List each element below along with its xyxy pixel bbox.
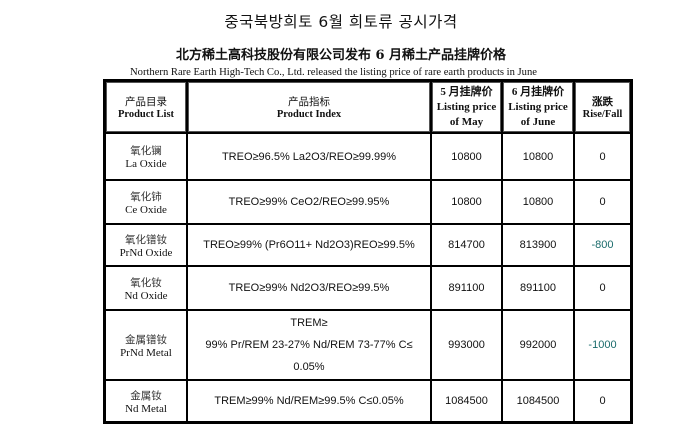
product-index: TREO≥99% (Pr6O11+ Nd2O3)REO≥99.5% [187, 224, 431, 266]
product-index: TREO≥96.5% La2O3/REO≥99.99% [187, 133, 431, 180]
header-product-list: 产品目录 Product List [105, 81, 187, 133]
table-header-row: 产品目录 Product List 产品指标 Product Index 5 月… [105, 81, 631, 133]
product-index-line: 0.05% [293, 361, 325, 373]
product-index: TREM≥ 99% Pr/REM 23-27% Nd/REM 73-77% C≤… [187, 310, 431, 380]
rise-fall: -1000 [574, 310, 631, 380]
product-index: TREM≥99% Nd/REM≥99.5% C≤0.05% [187, 380, 431, 422]
june-price: 1084500 [502, 380, 574, 422]
may-price: 891100 [431, 266, 502, 310]
may-price: 993000 [431, 310, 502, 380]
table-row: 氧化镨钕 PrNd Oxide TREO≥99% (Pr6O11+ Nd2O3)R… [105, 224, 631, 266]
table-row: 氧化铈 Ce Oxide TREO≥99% CeO2/REO≥99.95% 108… [105, 180, 631, 224]
product-index: TREO≥99% CeO2/REO≥99.95% [187, 180, 431, 224]
table-row: 金属钕 Nd Metal TREM≥99% Nd/REM≥99.5% C≤0.05… [105, 380, 631, 422]
product-name: 氧化镧 La Oxide [105, 133, 187, 180]
rise-fall: 0 [574, 133, 631, 180]
table-row: 氧化镧 La Oxide TREO≥96.5% La2O3/REO≥99.99% … [105, 133, 631, 180]
korean-title: 중국북방희토 6월 희토류 공시가격 [224, 13, 458, 31]
price-table: 产品目录 Product List 产品指标 Product Index 5 月… [103, 79, 633, 424]
header-rise-fall: 涨跌 Rise/Fall [574, 81, 631, 133]
product-name: 氧化镨钕 PrNd Oxide [105, 224, 187, 266]
product-name: 氧化钕 Nd Oxide [105, 266, 187, 310]
table-row: 氧化钕 Nd Oxide TREO≥99% Nd2O3/REO≥99.5% 891… [105, 266, 631, 310]
may-price: 10800 [431, 180, 502, 224]
may-price: 10800 [431, 133, 502, 180]
product-name: 氧化铈 Ce Oxide [105, 180, 187, 224]
june-price: 10800 [502, 133, 574, 180]
product-index-line: TREM≥ [290, 317, 328, 329]
product-name: 金属钕 Nd Metal [105, 380, 187, 422]
rise-fall: 0 [574, 180, 631, 224]
chinese-title: 北方稀土高科技股份有限公司发布 6 月稀土产品挂牌价格 [175, 48, 507, 63]
may-price: 814700 [431, 224, 502, 266]
rise-fall: -800 [574, 224, 631, 266]
rise-fall: 0 [574, 380, 631, 422]
product-index: TREO≥99% Nd2O3/REO≥99.5% [187, 266, 431, 310]
header-june-price: 6 月挂牌价 Listing price of June [502, 81, 574, 133]
header-may-price: 5 月挂牌价 Listing price of May [431, 81, 502, 133]
june-price: 10800 [502, 180, 574, 224]
may-price: 1084500 [431, 380, 502, 422]
table-row: 金属镨钕 PrNd Metal TREM≥ 99% Pr/REM 23-27% N… [105, 310, 631, 380]
product-index-line: 99% Pr/REM 23-27% Nd/REM 73-77% C≤ [205, 339, 413, 351]
june-price: 992000 [502, 310, 574, 380]
english-title: Northern Rare Earth High-Tech Co., Ltd. … [130, 67, 537, 78]
product-name: 金属镨钕 PrNd Metal [105, 310, 187, 380]
rise-fall: 0 [574, 266, 631, 310]
header-product-index: 产品指标 Product Index [187, 81, 431, 133]
june-price: 813900 [502, 224, 574, 266]
june-price: 891100 [502, 266, 574, 310]
